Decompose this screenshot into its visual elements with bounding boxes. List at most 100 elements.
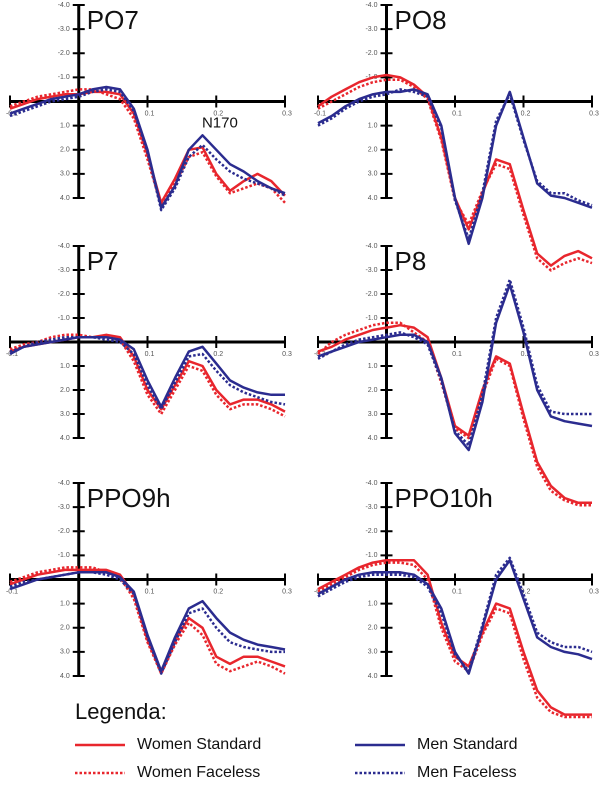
x-tick-label: 0.3 [589,351,599,358]
erp-line [317,561,592,719]
erp-line [9,88,286,212]
y-tick-label: 4.0 [60,195,70,202]
y-tick-label: 1.0 [368,122,378,129]
erp-line [317,88,593,241]
y-tick-label: -2.0 [58,528,70,535]
erp-line [317,88,593,246]
erp-line [317,556,593,673]
y-tick-label: -3.0 [58,267,70,274]
x-tick-label: 0.2 [521,351,531,358]
y-tick-label: 4.0 [368,435,378,442]
y-tick-label: -4.0 [58,480,70,487]
y-tick-label: 1.0 [60,122,70,129]
y-tick-label: -1.0 [365,315,377,322]
y-tick-label: 3.0 [60,649,70,656]
panel: -4.0-3.0-2.0-1.01.02.03.04.0-0.1 0.1 0.2 0.… [314,243,599,507]
x-tick-label: -0.1 [6,588,18,595]
y-tick-label: 4.0 [60,435,70,442]
erp-line [317,558,593,675]
x-tick-label: 0.1 [452,351,462,358]
x-tick-label: -0.1 [314,351,326,358]
panel: -4.0-3.0-2.0-1.01.02.03.04.0-0.1 0.1 0.2 0.… [314,480,599,719]
y-tick-label: -3.0 [58,504,70,511]
x-tick-label: 0.3 [589,110,599,117]
erp-line [9,88,286,207]
y-tick-label: -1.0 [58,315,70,322]
y-tick-label: -4.0 [58,243,70,250]
x-tick-label: 0.3 [282,351,292,358]
x-tick-label: 0.3 [282,110,292,117]
panel-title: PO7 [87,5,139,35]
panel: -4.0-3.0-2.0-1.01.02.03.04.0-0.1 0.1 0.2 0.… [6,2,292,212]
y-tick-label: 2.0 [60,625,70,632]
y-tick-label: 3.0 [368,411,378,418]
y-tick-label: 1.0 [60,363,70,370]
legend-label: Women Standard [137,736,261,753]
panel-title: PPO10h [395,483,493,513]
legend-label: Women Faceless [137,764,260,781]
y-tick-label: 3.0 [368,171,378,178]
y-tick-label: 4.0 [368,195,378,202]
x-tick-label: 0.2 [521,110,531,117]
x-tick-label: 0.2 [213,110,223,117]
x-tick-label: 0.2 [213,588,223,595]
y-tick-label: 2.0 [368,625,378,632]
y-tick-label: -2.0 [365,50,377,57]
x-tick-label: 0.1 [145,351,155,358]
x-tick-label: -0.1 [6,351,18,358]
y-tick-label: 2.0 [60,147,70,154]
y-tick-label: -1.0 [58,74,70,81]
erp-line [9,85,286,209]
x-tick-label: 0.3 [589,588,599,595]
erp-line [317,283,593,452]
y-tick-label: -3.0 [58,26,70,33]
erp-line [9,571,285,675]
y-tick-label: -3.0 [365,504,377,511]
y-tick-label: -4.0 [365,2,377,9]
panel: -4.0-3.0-2.0-1.01.02.03.04.0-0.1 0.1 0.2 0.… [6,480,292,680]
y-tick-label: 1.0 [368,363,378,370]
erp-line [317,78,593,272]
x-tick-label: 0.3 [282,588,292,595]
y-tick-label: -2.0 [58,50,70,57]
y-tick-label: -2.0 [58,291,70,298]
y-tick-label: -1.0 [58,552,70,559]
erp-line [9,566,286,675]
annotation: N170 [202,114,238,131]
erp-line [9,335,285,409]
y-tick-label: -4.0 [58,2,70,9]
y-tick-label: 4.0 [60,673,70,680]
erp-line [317,278,592,447]
panel-title: PPO9h [87,483,171,513]
panel-title: P7 [87,246,119,276]
y-tick-label: 2.0 [368,387,378,394]
y-tick-label: 2.0 [368,147,378,154]
legend-title: Legenda: [75,699,167,724]
x-tick-label: 0.1 [452,110,462,117]
y-tick-label: -2.0 [365,528,377,535]
erp-line [317,558,592,716]
legend-label: Men Standard [417,736,518,753]
y-tick-label: -4.0 [365,243,377,250]
x-tick-label: -0.1 [314,110,326,117]
y-tick-label: 3.0 [60,411,70,418]
y-tick-label: -4.0 [365,480,377,487]
panel: -4.0-3.0-2.0-1.01.02.03.04.0-0.1 0.1 0.2 0.… [314,2,599,272]
x-tick-label: 0.2 [213,351,223,358]
x-tick-label: 0.1 [145,588,155,595]
y-tick-label: 2.0 [60,387,70,394]
x-tick-label: 0.2 [521,588,531,595]
y-tick-label: 3.0 [60,171,70,178]
y-tick-label: -3.0 [365,26,377,33]
panel: -4.0 -3.0 -2.0 -1.0 1.0 2.0 3.0 4.0 -0.1 0.1 0.2 0.… [6,243,292,442]
panel-title: P8 [395,246,427,276]
y-tick-label: -3.0 [365,267,377,274]
legend-label: Men Faceless [417,764,517,781]
panel-title: PO8 [395,5,447,35]
erp-line [9,333,286,418]
y-tick-label: 1.0 [368,600,378,607]
x-tick-label: 0.1 [145,110,155,117]
x-tick-label: 0.1 [452,588,462,595]
y-tick-label: -1.0 [365,552,377,559]
